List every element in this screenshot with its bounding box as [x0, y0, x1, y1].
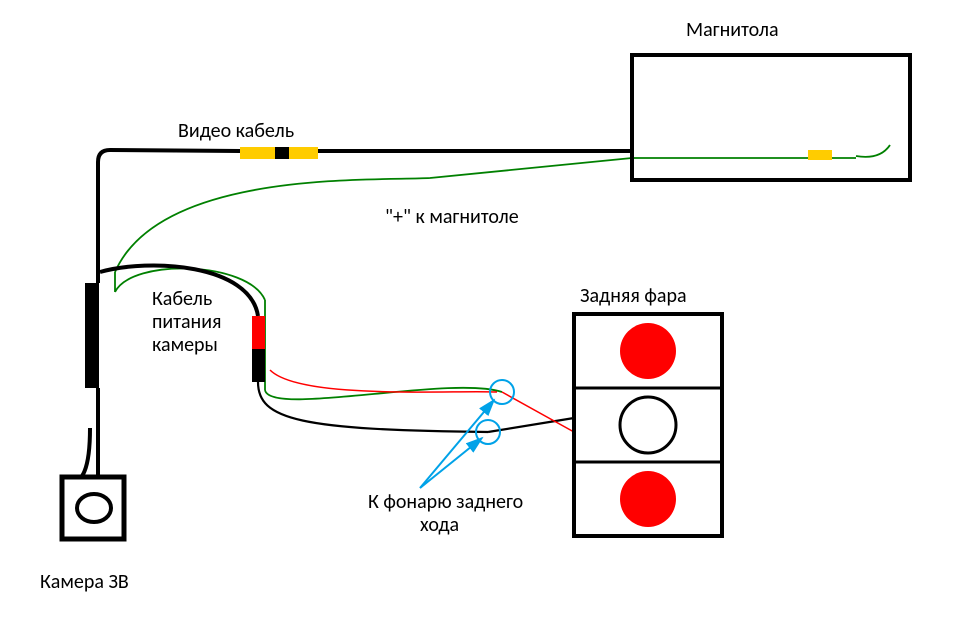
- label-power-1: Кабель: [152, 287, 212, 311]
- camera-box: [62, 477, 124, 539]
- video-connector-band: [275, 147, 289, 159]
- arrow-to-splice-1: [420, 400, 494, 488]
- stereo-box: [632, 55, 910, 180]
- rear-lamp-red-bottom: [620, 471, 676, 527]
- splitter-rod: [85, 283, 99, 388]
- label-reverse-2: хода: [420, 513, 459, 537]
- stereo-yellow-plug: [808, 150, 832, 160]
- green-wire: [115, 145, 890, 399]
- label-power-2: питания: [152, 310, 222, 334]
- wiring-diagram: [0, 0, 960, 622]
- power-connector-red: [252, 316, 265, 349]
- rear-lamp-red-top: [620, 323, 676, 379]
- label-plus-to-stereo: "+" к магнитоле: [385, 205, 519, 229]
- label-reverse-1: К фонарю заднего: [368, 490, 523, 514]
- arrow-to-splice-2: [420, 438, 482, 488]
- power-connector-black: [252, 349, 265, 382]
- label-stereo: Магнитола: [686, 18, 779, 42]
- label-rear-lamp: Задняя фара: [580, 284, 687, 308]
- label-camera: Камера ЗВ: [40, 570, 129, 594]
- label-video-cable: Видео кабель: [178, 119, 294, 143]
- label-power-3: камеры: [152, 333, 218, 357]
